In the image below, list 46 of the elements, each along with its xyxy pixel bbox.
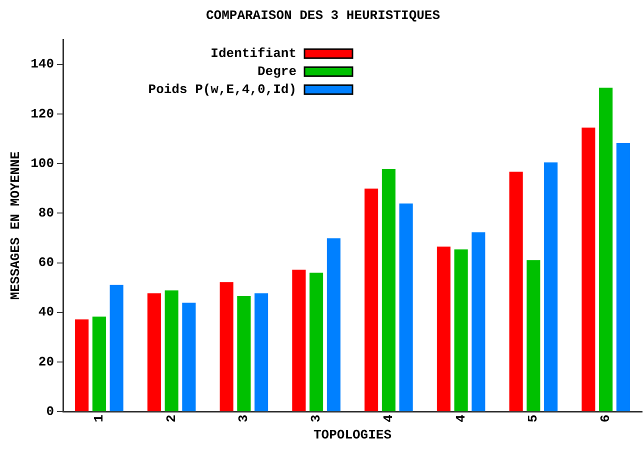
x-axis-title: TOPOLOGIES bbox=[313, 427, 392, 442]
bar bbox=[237, 296, 251, 412]
chart-title: COMPARAISON DES 3 HEURISTIQUES bbox=[206, 8, 440, 24]
x-tick-label: 3 bbox=[308, 414, 324, 422]
legend-label: Identifiant bbox=[210, 46, 296, 61]
x-tick-label: 4 bbox=[453, 414, 468, 422]
y-tick-label: 140 bbox=[30, 56, 54, 72]
bar bbox=[472, 232, 486, 412]
bar bbox=[599, 88, 613, 412]
y-tick-label: 60 bbox=[38, 255, 54, 270]
bar bbox=[75, 319, 89, 412]
bar bbox=[544, 162, 558, 412]
y-tick-label: 120 bbox=[30, 106, 54, 122]
bar bbox=[110, 284, 124, 412]
y-tick-label: 0 bbox=[46, 404, 54, 419]
y-tick-label: 100 bbox=[30, 156, 54, 171]
y-axis-title: MESSAGES EN MOYENNE bbox=[8, 151, 24, 300]
bar bbox=[292, 270, 306, 412]
bar bbox=[326, 238, 340, 412]
bar bbox=[147, 293, 161, 412]
x-tick-label: 2 bbox=[164, 414, 179, 422]
y-tick-label: 40 bbox=[38, 304, 54, 320]
bar bbox=[382, 169, 396, 412]
bar bbox=[182, 302, 196, 412]
bar bbox=[454, 249, 468, 412]
legend-label: Poids P(w,E,4,0,Id) bbox=[148, 82, 296, 97]
bar bbox=[364, 188, 378, 412]
bar bbox=[254, 293, 268, 412]
bar bbox=[436, 246, 450, 412]
x-tick-label: 6 bbox=[598, 414, 614, 422]
bar bbox=[310, 272, 324, 412]
bar bbox=[399, 204, 413, 412]
bar bbox=[526, 260, 540, 412]
bar bbox=[582, 128, 596, 412]
x-tick-label: 3 bbox=[236, 414, 252, 422]
legend-label: Degre bbox=[257, 64, 297, 79]
bar bbox=[164, 290, 178, 412]
x-tick-label: 1 bbox=[91, 414, 106, 422]
y-tick-label: 80 bbox=[38, 205, 54, 220]
bar bbox=[220, 282, 234, 412]
y-tick-label: 20 bbox=[38, 354, 54, 370]
bar bbox=[92, 316, 106, 412]
x-tick-label: 5 bbox=[526, 414, 541, 422]
bar bbox=[509, 172, 523, 412]
bar bbox=[616, 143, 630, 412]
x-tick-label: 4 bbox=[380, 414, 396, 422]
